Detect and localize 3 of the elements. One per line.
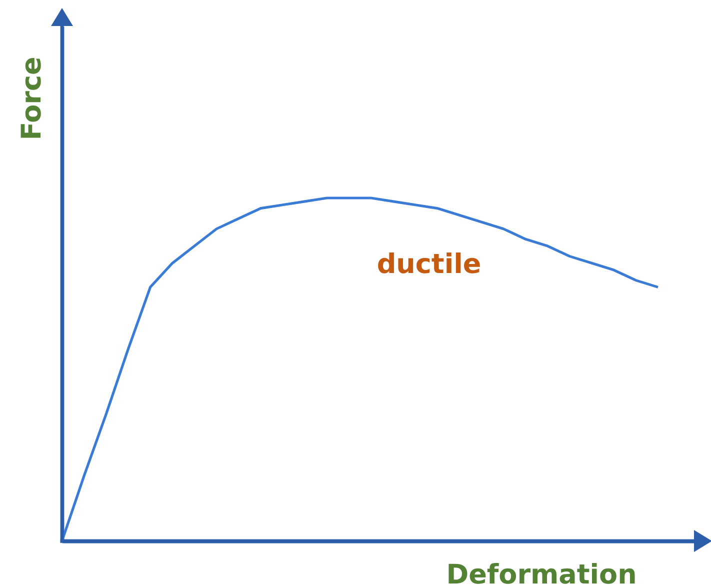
series-label: ductile (376, 249, 482, 280)
x-axis-title: Deformation (446, 560, 637, 588)
y-axis-title: Force (16, 56, 48, 140)
